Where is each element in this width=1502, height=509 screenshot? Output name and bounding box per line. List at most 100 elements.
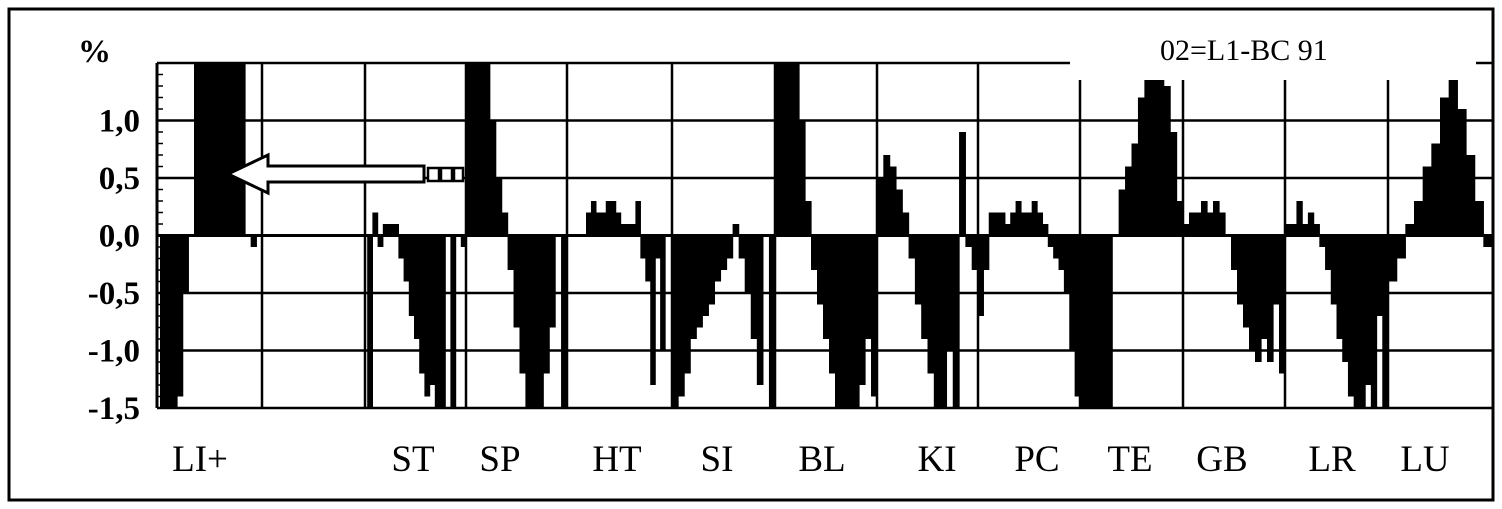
bar-ht <box>665 235 671 237</box>
bar-gb <box>1279 235 1286 374</box>
bar-bl <box>847 235 854 408</box>
bar-sp <box>513 235 521 328</box>
bar-liplus <box>256 235 263 237</box>
bar-pc <box>1020 212 1027 236</box>
bar-sp <box>466 63 473 236</box>
bar-ht <box>615 212 622 236</box>
bar-st <box>434 235 441 408</box>
bar-pc <box>1031 201 1038 236</box>
title-mask <box>1070 40 1476 80</box>
bar-gb <box>1225 235 1232 237</box>
bar-ki <box>933 235 941 408</box>
bar-lu <box>1422 166 1432 236</box>
bar-bl <box>823 235 830 339</box>
bar-st <box>362 235 368 237</box>
bar-lr <box>1296 201 1303 236</box>
bar-ki <box>946 235 954 351</box>
bar-pc <box>1004 224 1011 236</box>
bar-gb <box>1249 235 1256 351</box>
bar-pc <box>1037 212 1044 236</box>
bar-si <box>756 235 764 385</box>
bar-ht <box>635 201 641 236</box>
bar-ki <box>914 235 922 305</box>
bar-gb <box>1255 235 1262 362</box>
bar-lr <box>1342 235 1349 362</box>
bar-lu <box>1405 224 1415 236</box>
bar-sp <box>477 63 485 236</box>
bar-st <box>460 235 467 247</box>
bar-lu <box>1474 201 1484 236</box>
bar-liplus <box>222 63 229 236</box>
bar-te <box>1144 63 1152 236</box>
bar-te <box>1163 86 1171 236</box>
bar-te <box>1099 235 1107 408</box>
bar-lu <box>1466 155 1476 236</box>
bar-ht <box>610 201 617 236</box>
bar-te <box>1105 235 1113 408</box>
bar-ht <box>590 201 597 236</box>
bar-sp <box>555 235 562 237</box>
bar-te <box>1086 235 1094 408</box>
bar-bl <box>865 235 872 339</box>
bar-gb <box>1207 212 1214 236</box>
bar-st <box>419 235 425 374</box>
bar-st <box>367 235 373 408</box>
chart-frame <box>7 7 1495 502</box>
bar-si <box>690 235 697 339</box>
bar-ht <box>650 235 656 385</box>
bar-pc <box>988 212 995 236</box>
bar-lr <box>1330 235 1338 305</box>
bar-liplus <box>250 235 257 247</box>
bar-liplus <box>188 235 195 237</box>
bar-si <box>768 235 776 408</box>
bar-bl <box>841 235 848 408</box>
bar-liplus <box>233 63 240 236</box>
bar-st <box>450 235 457 408</box>
bar-lu <box>1483 235 1493 247</box>
x-category-label: HT <box>592 439 641 480</box>
bar-si <box>678 235 685 397</box>
x-category-label: LR <box>1308 439 1356 480</box>
bar-si <box>750 235 758 339</box>
bar-pc <box>1053 235 1060 259</box>
bar-si <box>684 235 691 374</box>
bar-si <box>738 235 746 259</box>
bar-ht <box>595 212 602 236</box>
bar-ht <box>600 212 607 236</box>
bar-gb <box>1261 235 1268 339</box>
bar-ki <box>877 178 884 236</box>
bar-gb <box>1219 212 1226 236</box>
bar-lr <box>1365 235 1372 385</box>
bar-sp <box>525 235 532 408</box>
bar-lr <box>1359 235 1366 408</box>
annotation-layer <box>224 152 465 196</box>
y-tick-label: -1,0 <box>88 334 140 370</box>
bar-pc <box>1042 224 1049 236</box>
bar-bl <box>835 235 842 408</box>
bar-ht <box>630 224 637 236</box>
bar-si <box>744 235 752 293</box>
bar-sp <box>495 178 503 236</box>
bar-lr <box>1290 224 1298 236</box>
bar-bl <box>781 63 788 236</box>
bar-liplus <box>182 235 189 293</box>
bar-liplus <box>211 63 218 236</box>
bar-gb <box>1237 235 1244 305</box>
x-category-label: ST <box>391 439 434 480</box>
bar-lu <box>1457 109 1467 236</box>
bar-st <box>377 235 384 247</box>
bar-bl <box>853 235 860 408</box>
bar-bl <box>793 63 800 236</box>
bar-lr <box>1336 235 1343 339</box>
bar-sp <box>507 235 515 270</box>
x-category-label: LU <box>1400 439 1449 480</box>
bar-ht <box>620 224 627 236</box>
bar-st <box>408 235 415 316</box>
bar-lu <box>1396 235 1406 259</box>
bar-lu <box>1448 74 1458 236</box>
bar-lr <box>1376 235 1383 316</box>
bar-liplus <box>165 235 172 408</box>
bar-te <box>1137 97 1145 236</box>
